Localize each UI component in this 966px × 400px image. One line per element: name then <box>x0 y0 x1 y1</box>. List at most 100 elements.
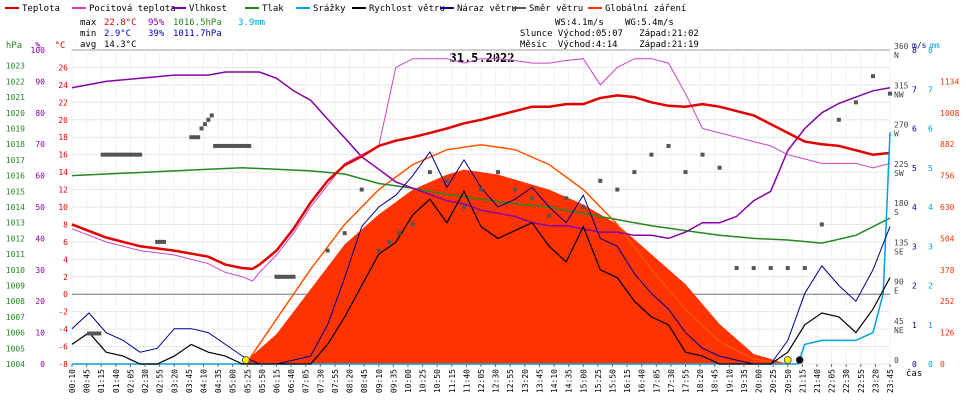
axis-tick-pct: 10 <box>35 329 45 338</box>
axis-tick-dir: 45 <box>894 317 904 326</box>
stat-ws: WS:4.1m/s <box>555 18 604 28</box>
wind-dir-point <box>206 117 211 122</box>
x-tick-label: 02:30 <box>141 369 150 393</box>
axis-tick-hpa: 1010 <box>6 266 25 275</box>
wind-dir-point <box>97 331 102 336</box>
wind-dir-point <box>734 266 739 271</box>
axis-tick-dir: NE <box>894 326 904 335</box>
x-tick-label: 20:00 <box>755 369 764 393</box>
wind-dir-point <box>397 231 402 236</box>
axis-tick-hpa: 1009 <box>6 282 25 291</box>
stat-min-temp: 2.9°C <box>104 29 131 39</box>
x-tick-label: 03:45 <box>185 369 194 393</box>
series-temperature <box>71 94 891 271</box>
wind-dir-point <box>632 170 637 175</box>
axis-tick-hpa: 1016 <box>6 172 25 181</box>
wind-dir-point <box>247 143 252 148</box>
x-tick-label: 07:05 <box>302 369 311 393</box>
axis-tick-temp: 14 <box>58 168 68 177</box>
wind-dir-point <box>785 266 790 271</box>
x-tick-label: 15:25 <box>594 369 603 393</box>
axis-unit-temp: °C <box>55 41 66 51</box>
axis-tick-temp: 2 <box>63 273 68 282</box>
wind-dir-point <box>213 143 218 148</box>
axis-tick-hpa: 1008 <box>6 297 25 306</box>
axis-unit-hpa: hPa <box>6 41 22 51</box>
series-wind <box>71 189 891 365</box>
x-tick-label: 05:25 <box>243 369 252 393</box>
axis-tick-dir: NW <box>894 90 904 99</box>
wind-dir-point <box>853 100 858 105</box>
wind-dir-point <box>547 213 552 218</box>
x-tick-label: 13:20 <box>521 369 530 393</box>
legend-label: Rychlost větru <box>369 4 445 14</box>
axis-tick-ms: 2 <box>912 282 917 291</box>
axis-tick-temp: 16 <box>58 151 68 160</box>
axis-unit-pct: % <box>35 41 41 51</box>
axis-tick-ms: 4 <box>912 203 917 212</box>
axis-tick-temp: -8 <box>58 360 68 369</box>
x-tick-label: 11:40 <box>462 369 471 393</box>
axis-tick-hpa: 1019 <box>6 125 25 134</box>
axis-tick-ms: 0 <box>912 360 917 369</box>
axis-tick-rad: 756 <box>940 172 955 181</box>
x-tick-label: 01:15 <box>97 369 106 393</box>
wind-dir-point <box>479 187 483 192</box>
stat-max-hum: 95% <box>148 18 165 28</box>
axis-tick-dir: SW <box>894 169 904 178</box>
legend-label: Vlhkost <box>189 4 227 14</box>
chart-title: 31.5.2022 <box>449 51 514 65</box>
wind-dir-point <box>110 152 115 157</box>
axis-tick-dir: 360 <box>894 42 909 51</box>
axis-tick-dir: 135 <box>894 238 909 247</box>
x-tick-label: 16:40 <box>638 369 647 393</box>
axis-tick-dir: 180 <box>894 199 909 208</box>
x-tick-label: 15:00 <box>579 369 588 393</box>
wind-dir-point <box>700 152 705 157</box>
legend-label: Teplota <box>22 4 60 14</box>
wind-dir-point <box>683 170 688 175</box>
wind-dir-point <box>237 143 242 148</box>
wind-dir-point <box>649 152 654 157</box>
axis-tick-temp: 22 <box>58 98 68 107</box>
axis-tick-mm: 0 <box>928 360 933 369</box>
wind-dir-point <box>288 274 293 279</box>
x-tick-label: 00:45 <box>83 369 92 393</box>
axis-tick-pct: 90 <box>35 77 45 86</box>
axis-tick-temp: 20 <box>58 116 68 125</box>
stat-max-temp: 22.8°C <box>104 18 137 28</box>
wind-dir-point <box>100 152 105 157</box>
x-tick-label: 08:45 <box>360 369 369 393</box>
stat-min-press: 1011.7hPa <box>173 29 222 39</box>
x-tick-label: 06:40 <box>287 369 296 393</box>
axis-tick-pct: 40 <box>35 234 45 243</box>
wind-dir-point <box>209 113 214 118</box>
axis-tick-mm: 1 <box>928 321 933 330</box>
x-tick-label: 10:00 <box>404 369 413 393</box>
axis-tick-mm: 5 <box>928 164 933 173</box>
x-axis-label: čas <box>906 368 922 379</box>
x-tick-label: 09:35 <box>389 369 398 393</box>
axis-tick-hpa: 1014 <box>6 203 25 212</box>
axis-tick-rad: 1134 <box>940 77 959 86</box>
axis-tick-dir: 0 <box>894 356 899 365</box>
wind-dir-point <box>410 222 415 227</box>
x-tick-label: 20:25 <box>769 369 778 393</box>
axis-tick-mm: 6 <box>928 125 933 134</box>
axis-tick-pct: 60 <box>35 172 45 181</box>
wind-dir-point <box>284 274 289 279</box>
axis-unit-ms: m/s <box>912 41 927 50</box>
x-tick-label: 09:10 <box>375 369 384 393</box>
axes: 1004100510061007100810091010101110121013… <box>6 41 960 393</box>
x-tick-label: 10:50 <box>433 369 442 393</box>
x-tick-label: 23:20 <box>871 369 880 393</box>
axis-tick-dir: N <box>894 51 899 60</box>
wind-dir-point <box>131 152 136 157</box>
wind-dir-point <box>581 205 586 209</box>
axis-tick-hpa: 1011 <box>6 250 25 259</box>
axis-tick-rad: 1008 <box>940 109 959 118</box>
wind-dir-point <box>90 331 95 336</box>
x-tick-label: 12:05 <box>477 369 486 393</box>
axis-tick-pct: 30 <box>35 266 45 275</box>
series-feels-like <box>71 58 891 282</box>
